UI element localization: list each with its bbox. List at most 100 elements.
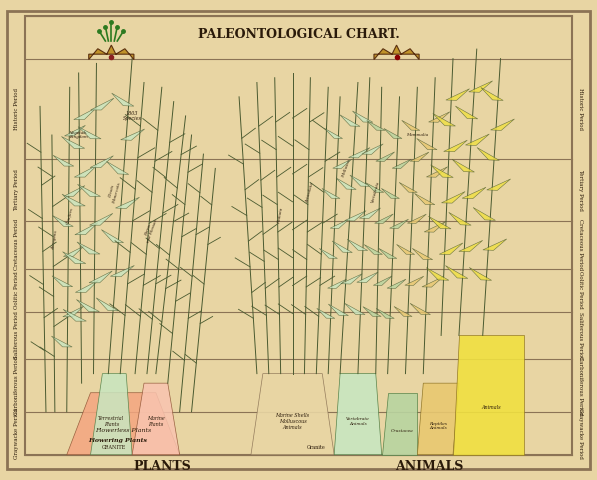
Polygon shape bbox=[387, 279, 406, 288]
Polygon shape bbox=[357, 272, 378, 283]
Text: Cretaceous Period: Cretaceous Period bbox=[14, 219, 19, 270]
Polygon shape bbox=[446, 89, 469, 100]
Polygon shape bbox=[132, 383, 180, 455]
Text: Mammalia: Mammalia bbox=[406, 133, 429, 137]
Text: Marine Shells
Molluscous
Animals: Marine Shells Molluscous Animals bbox=[275, 413, 310, 430]
Polygon shape bbox=[76, 300, 100, 312]
Polygon shape bbox=[89, 45, 134, 60]
Text: Cretaceous Period: Cretaceous Period bbox=[578, 219, 583, 270]
Polygon shape bbox=[52, 276, 73, 287]
Polygon shape bbox=[364, 245, 383, 254]
Polygon shape bbox=[63, 252, 86, 264]
Polygon shape bbox=[341, 274, 362, 284]
Text: GRANITE: GRANITE bbox=[102, 445, 127, 450]
Polygon shape bbox=[378, 248, 397, 258]
Text: Acrogens: Acrogens bbox=[51, 230, 59, 250]
Polygon shape bbox=[402, 120, 420, 131]
Polygon shape bbox=[106, 161, 129, 174]
Polygon shape bbox=[325, 129, 343, 138]
Polygon shape bbox=[430, 165, 453, 178]
Polygon shape bbox=[417, 383, 459, 455]
Polygon shape bbox=[433, 113, 456, 126]
Polygon shape bbox=[67, 393, 180, 455]
Polygon shape bbox=[363, 307, 381, 316]
Text: Reptiles
Animals: Reptiles Animals bbox=[429, 422, 447, 431]
Text: Oolitic Period: Oolitic Period bbox=[14, 271, 19, 309]
Polygon shape bbox=[51, 336, 72, 347]
Polygon shape bbox=[413, 248, 433, 260]
Polygon shape bbox=[469, 267, 491, 280]
Polygon shape bbox=[365, 182, 384, 192]
Polygon shape bbox=[399, 182, 417, 192]
Polygon shape bbox=[91, 373, 132, 455]
Polygon shape bbox=[407, 214, 426, 223]
Polygon shape bbox=[373, 276, 392, 286]
Text: Articulata: Articulata bbox=[306, 181, 315, 203]
Text: Terrestrial
Plants: Terrestrial Plants bbox=[99, 416, 124, 427]
Text: Mollusca: Mollusca bbox=[341, 159, 351, 178]
Polygon shape bbox=[340, 115, 360, 126]
Polygon shape bbox=[362, 144, 383, 154]
Polygon shape bbox=[426, 167, 448, 177]
Polygon shape bbox=[426, 268, 449, 280]
Polygon shape bbox=[61, 136, 85, 148]
Polygon shape bbox=[78, 127, 101, 139]
Polygon shape bbox=[405, 276, 424, 286]
Polygon shape bbox=[491, 119, 515, 131]
Polygon shape bbox=[110, 265, 134, 277]
Polygon shape bbox=[453, 336, 524, 455]
Polygon shape bbox=[317, 308, 335, 318]
Polygon shape bbox=[344, 303, 365, 314]
Polygon shape bbox=[481, 87, 503, 100]
Text: Oolitic Period: Oolitic Period bbox=[578, 271, 583, 309]
Polygon shape bbox=[473, 207, 496, 220]
Polygon shape bbox=[336, 178, 356, 190]
Polygon shape bbox=[251, 373, 334, 455]
Polygon shape bbox=[374, 214, 393, 223]
Polygon shape bbox=[89, 271, 112, 283]
Text: Saliferous Period: Saliferous Period bbox=[14, 312, 19, 360]
Polygon shape bbox=[462, 187, 486, 199]
Polygon shape bbox=[456, 106, 478, 119]
Polygon shape bbox=[414, 193, 435, 204]
Text: Flowering Plants: Flowering Plants bbox=[88, 438, 147, 443]
Text: Saliferous Period: Saliferous Period bbox=[578, 312, 583, 360]
Polygon shape bbox=[91, 98, 114, 110]
Polygon shape bbox=[328, 279, 346, 288]
Polygon shape bbox=[77, 242, 100, 254]
Text: Graywacke Period: Graywacke Period bbox=[14, 408, 19, 459]
Text: PALEONTOLOGICAL CHART.: PALEONTOLOGICAL CHART. bbox=[198, 28, 399, 41]
Polygon shape bbox=[410, 152, 429, 161]
Polygon shape bbox=[477, 147, 499, 160]
Polygon shape bbox=[334, 373, 381, 455]
Polygon shape bbox=[390, 219, 408, 228]
Polygon shape bbox=[332, 241, 352, 252]
Polygon shape bbox=[422, 276, 443, 287]
Text: Marine
Plants: Marine Plants bbox=[147, 416, 165, 427]
Polygon shape bbox=[350, 175, 370, 186]
Polygon shape bbox=[53, 216, 73, 227]
Polygon shape bbox=[392, 159, 411, 168]
Text: Conifers: Conifers bbox=[66, 207, 74, 225]
Polygon shape bbox=[349, 148, 370, 158]
Polygon shape bbox=[445, 265, 468, 278]
Polygon shape bbox=[101, 229, 124, 243]
Polygon shape bbox=[429, 112, 450, 122]
Text: Radiata: Radiata bbox=[277, 208, 284, 225]
Polygon shape bbox=[376, 308, 394, 318]
Text: Dicots
Mono­cots: Dicots Mono­cots bbox=[107, 180, 121, 204]
Polygon shape bbox=[439, 243, 463, 254]
Polygon shape bbox=[62, 194, 85, 206]
Polygon shape bbox=[347, 239, 368, 251]
Polygon shape bbox=[330, 219, 349, 228]
Text: ANIMALS: ANIMALS bbox=[395, 460, 463, 473]
Text: Crustacea: Crustacea bbox=[391, 429, 414, 433]
Polygon shape bbox=[63, 246, 84, 256]
Text: Historic Period: Historic Period bbox=[14, 88, 19, 130]
Polygon shape bbox=[381, 393, 417, 455]
Polygon shape bbox=[319, 248, 337, 258]
Text: Animals: Animals bbox=[482, 405, 501, 409]
Text: Vertebrate
Animals: Vertebrate Animals bbox=[346, 417, 370, 426]
Polygon shape bbox=[78, 184, 100, 196]
Polygon shape bbox=[74, 108, 97, 120]
